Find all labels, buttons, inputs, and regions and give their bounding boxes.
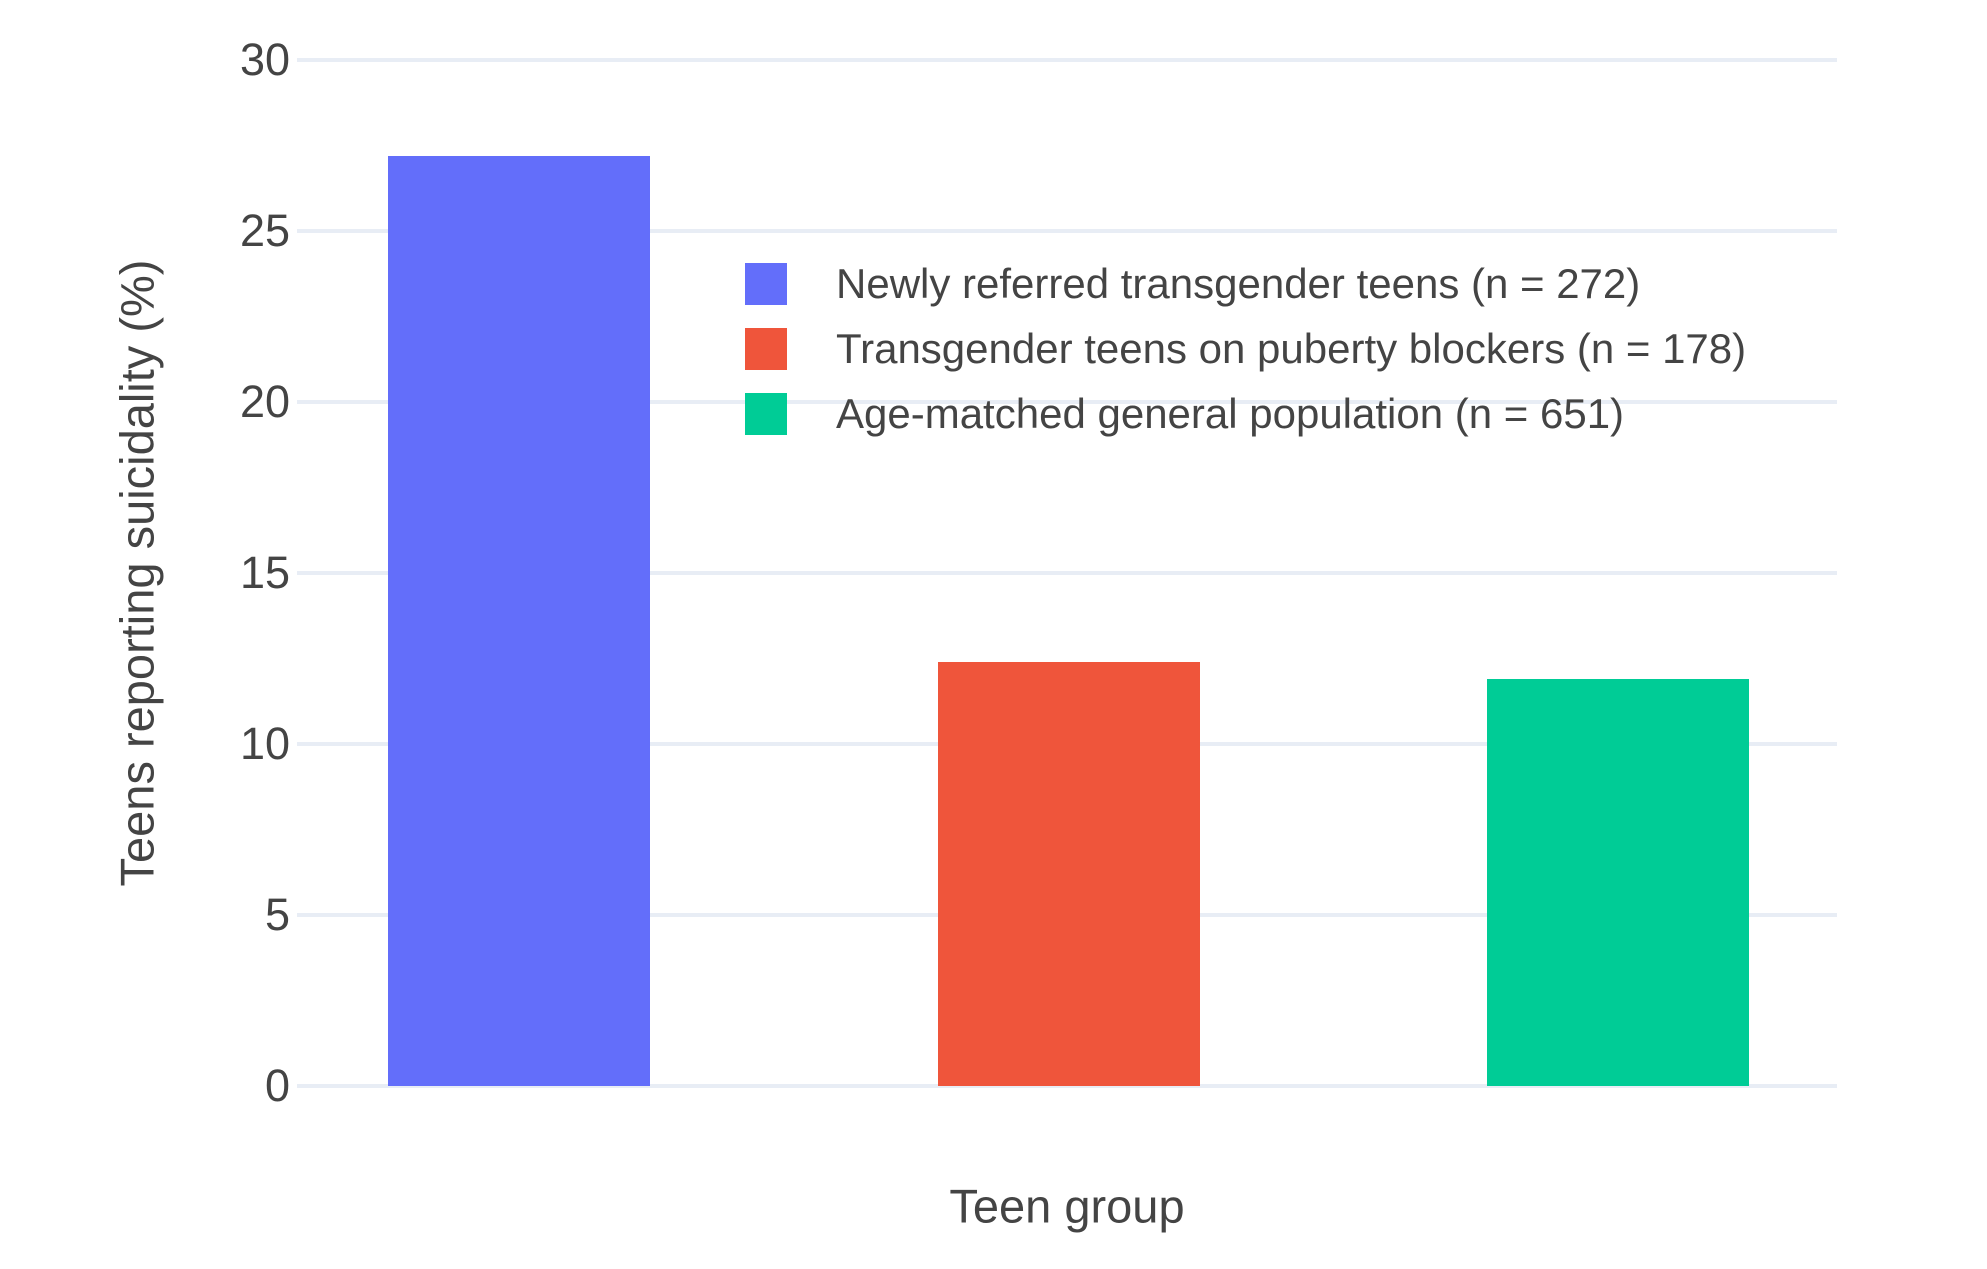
x-axis-title: Teen group	[949, 1179, 1185, 1233]
legend-swatch-icon	[745, 328, 787, 370]
legend: Newly referred transgender teens (n = 27…	[745, 263, 1746, 458]
gridline-y-25	[297, 229, 1837, 233]
gridline-y-0	[297, 1084, 1837, 1088]
y-tick-label-25: 25	[239, 205, 290, 256]
gridline-y-20	[297, 400, 1837, 404]
bar-3[interactable]	[1487, 679, 1749, 1086]
gridline-y-30	[297, 58, 1837, 62]
legend-swatch-icon	[745, 263, 787, 305]
legend-label: Newly referred transgender teens (n = 27…	[836, 260, 1641, 307]
legend-item-2[interactable]: Transgender teens on puberty blockers (n…	[745, 328, 1746, 370]
y-tick-label-20: 20	[239, 376, 290, 427]
y-tick-label-15: 15	[239, 547, 290, 598]
legend-label: Transgender teens on puberty blockers (n…	[836, 325, 1747, 372]
legend-item-3[interactable]: Age-matched general population (n = 651)	[745, 393, 1746, 435]
y-tick-label-5: 5	[264, 889, 290, 940]
legend-item-1[interactable]: Newly referred transgender teens (n = 27…	[745, 263, 1746, 305]
y-tick-label-30: 30	[239, 34, 290, 85]
y-tick-label-10: 10	[239, 718, 290, 769]
legend-swatch-icon	[745, 393, 787, 435]
bar-2[interactable]	[938, 661, 1200, 1086]
y-tick-label-0: 0	[264, 1060, 290, 1111]
bar-1[interactable]	[388, 155, 650, 1086]
legend-label: Age-matched general population (n = 651)	[836, 390, 1625, 437]
y-axis-title: Teens reporting suicidality (%)	[110, 259, 164, 887]
gridline-y-15	[297, 571, 1837, 575]
